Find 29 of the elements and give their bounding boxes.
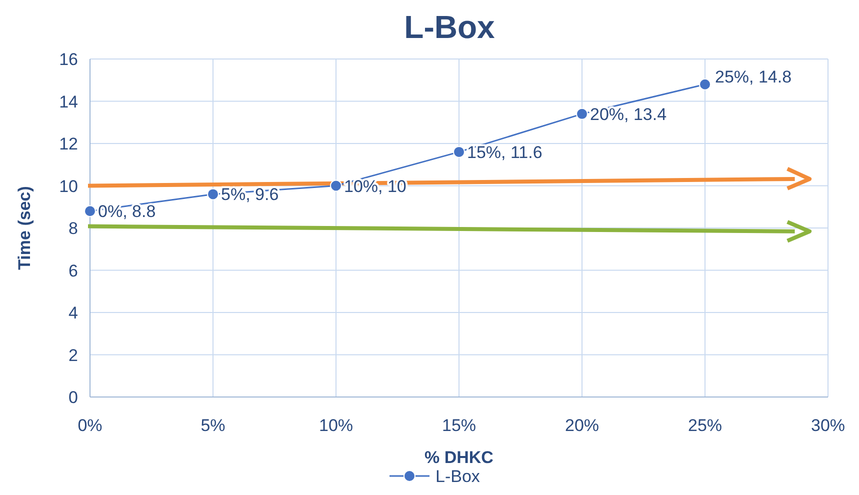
x-tick-label: 20% (564, 416, 600, 435)
chart-title: L-Box (404, 9, 496, 45)
x-tick-label: 15% (442, 416, 476, 435)
x-tick-label: 30% (810, 416, 846, 435)
point (330, 180, 342, 192)
point (453, 146, 465, 158)
y-tick-label: 8 (68, 219, 78, 238)
data-label: 20%, 13.4 (590, 104, 667, 124)
legend-label: L-Box (436, 467, 480, 486)
y-tick-label: 14 (59, 92, 78, 112)
point (207, 188, 219, 200)
x-tick-label: 5% (200, 416, 226, 435)
x-axis-title: % DHKC (424, 448, 494, 467)
x-tick-label: 0% (78, 416, 102, 435)
x-tick-label: 10% (318, 416, 354, 435)
data-label: 15%, 11.6 (467, 142, 542, 162)
y-tick-label: 4 (68, 304, 78, 322)
y-tick-label: 16 (59, 50, 78, 69)
point (84, 205, 96, 218)
y-tick-label: 12 (59, 134, 78, 154)
point (576, 108, 588, 120)
y-tick-label: 10 (59, 176, 78, 196)
x-tick-label: 25% (688, 416, 722, 435)
y-tick-label: 0 (68, 388, 78, 407)
point (699, 78, 711, 90)
y-tick-label: 2 (68, 346, 78, 365)
y-tick-label: 6 (68, 261, 78, 280)
y-axis-title: Time (sec) (15, 186, 34, 270)
data-label: 25%, 14.8 (715, 67, 792, 86)
